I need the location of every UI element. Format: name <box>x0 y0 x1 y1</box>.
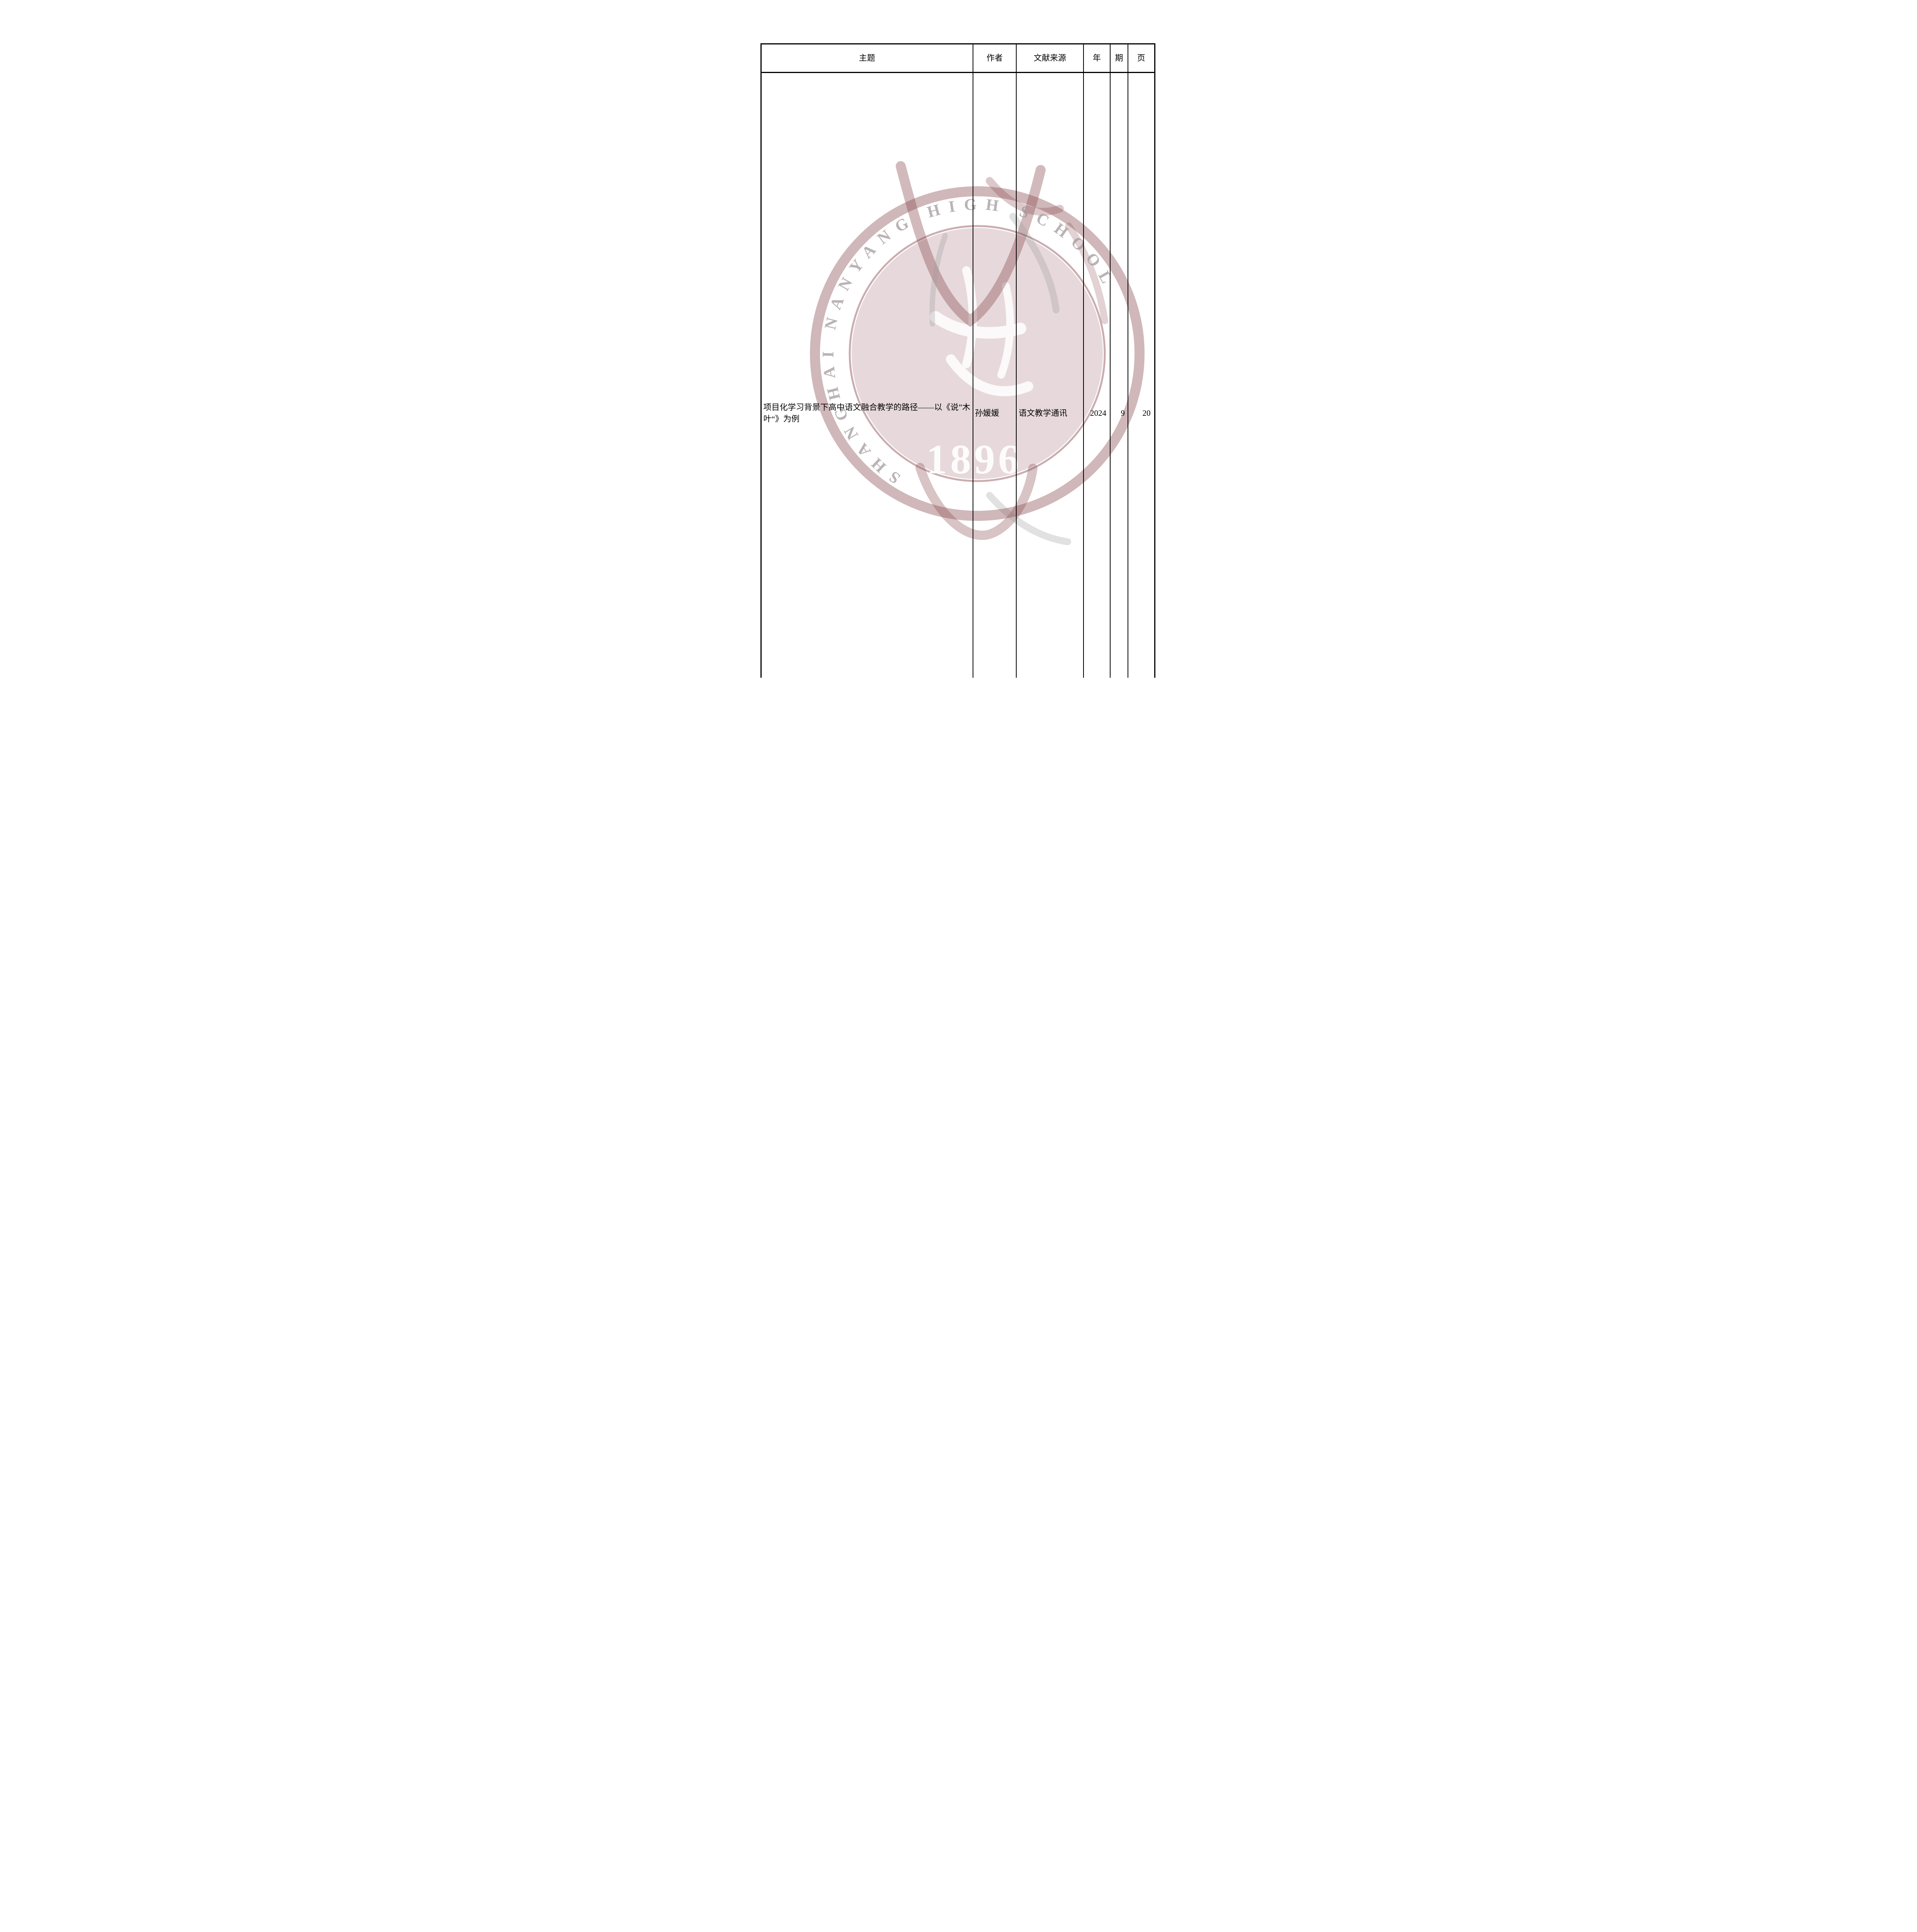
header-topic: 主题 <box>760 43 973 73</box>
bibliography-table: 主题 作者 文献来源 年 期 页 项目化学习背景下高中语文融合教学的路径——以《… <box>760 43 1155 678</box>
document-page: SHANGHAI NANYANG HIGH SCHOOL 1896 主题 作者 … <box>719 0 1198 678</box>
header-source: 文献来源 <box>1016 43 1084 73</box>
cell-source: 语文教学通讯 <box>1016 72 1084 678</box>
table-row: 项目化学习背景下高中语文融合教学的路径——以《说”木叶“》为例 孙媛媛 语文教学… <box>760 72 1155 678</box>
header-row: 主题 作者 文献来源 年 期 页 <box>760 43 1155 73</box>
header-issue: 期 <box>1110 43 1128 73</box>
cell-issue: 9 <box>1110 72 1128 678</box>
table-body: 项目化学习背景下高中语文融合教学的路径——以《说”木叶“》为例 孙媛媛 语文教学… <box>760 72 1155 678</box>
cell-author: 孙媛媛 <box>973 72 1017 678</box>
header-year: 年 <box>1083 43 1111 73</box>
bibliography-table-container: 主题 作者 文献来源 年 期 页 项目化学习背景下高中语文融合教学的路径——以《… <box>760 43 1155 678</box>
cell-topic: 项目化学习背景下高中语文融合教学的路径——以《说”木叶“》为例 <box>760 72 973 678</box>
cell-page: 20 <box>1128 72 1155 678</box>
header-page: 页 <box>1128 43 1155 73</box>
cell-year: 2024 <box>1083 72 1111 678</box>
header-author: 作者 <box>973 43 1017 73</box>
